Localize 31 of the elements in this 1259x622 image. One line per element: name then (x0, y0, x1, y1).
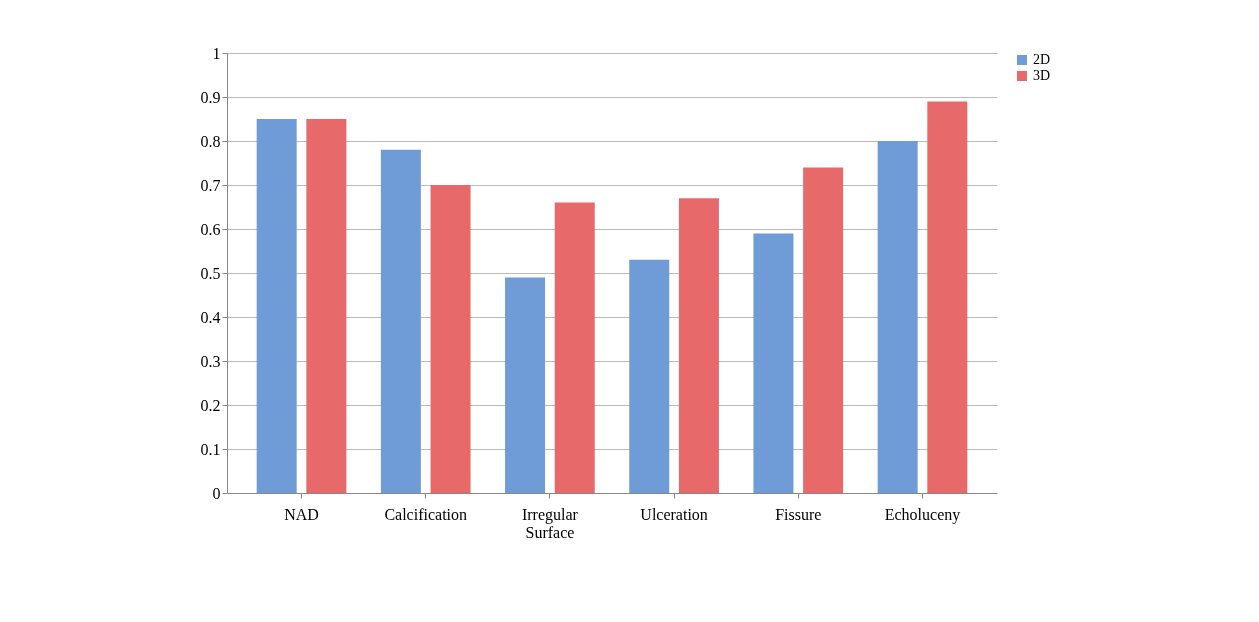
legend-label: 2D (1033, 52, 1051, 67)
y-tick-label: 0 (212, 484, 221, 502)
y-tick-label: 0.1 (200, 440, 221, 458)
x-tick-label: Fissure (775, 505, 822, 523)
y-tick-label: 1 (212, 44, 221, 62)
x-tick-label: Ulceration (640, 505, 708, 523)
legend-label: 3D (1033, 68, 1051, 83)
bar (430, 185, 471, 493)
bar (554, 202, 595, 493)
bar (505, 277, 546, 493)
y-tick-label: 0.3 (200, 352, 221, 370)
y-tick-label: 0.7 (200, 176, 221, 194)
y-tick-label: 0.2 (200, 396, 221, 414)
bar (803, 167, 844, 493)
y-tick-label: 0.4 (200, 308, 221, 326)
bar (753, 233, 794, 493)
bar (380, 149, 421, 493)
bar (927, 101, 968, 493)
y-tick-label: 0.8 (200, 132, 221, 150)
bar (306, 119, 347, 493)
bar (256, 119, 297, 493)
x-tick-label: Irregular Surface (521, 505, 579, 541)
y-tick-label: 0.9 (200, 88, 221, 106)
bar (877, 141, 918, 493)
x-tick-label: NAD (284, 505, 319, 523)
x-tick-label: Calcification (384, 505, 468, 523)
bar (678, 198, 719, 493)
y-tick-label: 0.5 (200, 264, 221, 282)
x-tick-label: Echoluceny (884, 505, 961, 524)
bar (629, 259, 670, 493)
y-tick-label: 0.6 (200, 220, 221, 238)
